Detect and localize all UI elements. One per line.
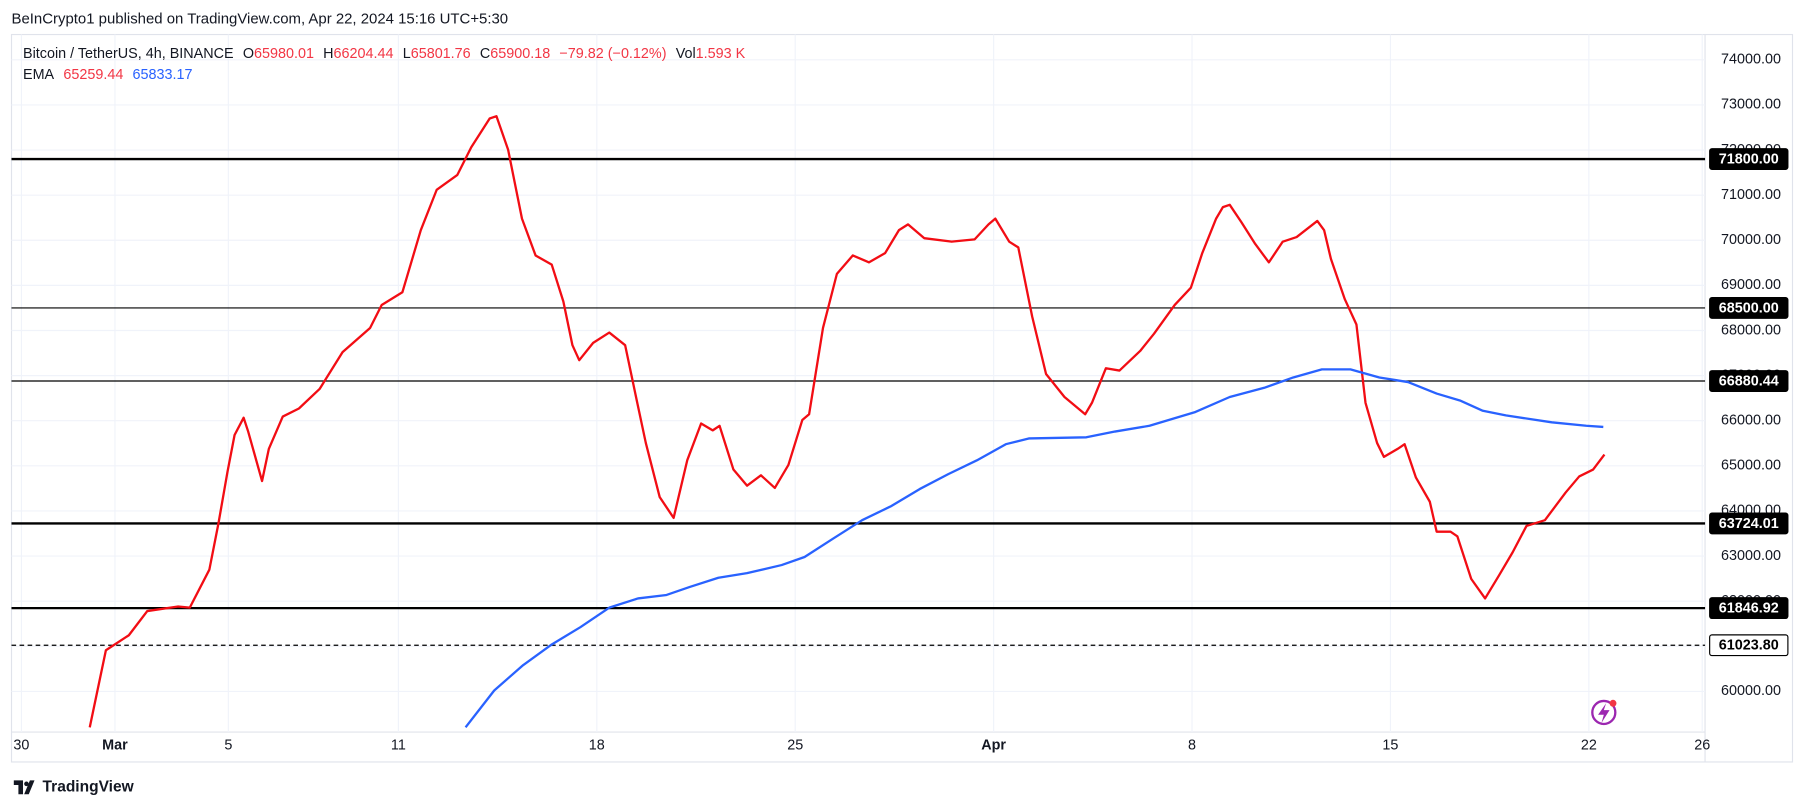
price-line (464, 368, 1604, 729)
y-tick-label: 73000.00 (1721, 97, 1781, 113)
y-tick-label: 66000.00 (1721, 413, 1781, 429)
level-label: 61846.92 (1719, 600, 1779, 616)
ohlc-label: L (403, 46, 411, 62)
ohlc-label: H (323, 46, 333, 62)
y-tick-label: 69000.00 (1721, 277, 1781, 293)
price-line (88, 115, 1606, 728)
ohlc-value: 65900.18 (490, 46, 550, 62)
y-tick-label: 68000.00 (1721, 322, 1781, 338)
x-tick-label: 11 (391, 738, 406, 754)
x-tick-label: 15 (1382, 738, 1398, 754)
x-tick-label: Mar (102, 738, 128, 754)
level-badge (1709, 297, 1789, 319)
y-tick-label: 71000.00 (1721, 187, 1781, 203)
ohlc-label: C (480, 46, 490, 62)
series-lines (88, 115, 1606, 729)
ohlc-value: 65801.76 (411, 46, 471, 62)
level-badge (1709, 634, 1789, 657)
level-label: 71800.00 (1719, 151, 1779, 167)
legend-line: Bitcoin / TetherUS, 4h, BINANCE O65980.01… (23, 46, 746, 62)
x-tick-label: 5 (224, 738, 232, 754)
x-tick-label: 25 (787, 738, 803, 754)
level-label: 61023.80 (1719, 638, 1779, 654)
level-badges: 71800.00 68500.00 66880.44 63724.01 61846.92… (1709, 148, 1789, 657)
level-badge (1709, 148, 1789, 170)
level-label: 68500.00 (1719, 300, 1779, 316)
volume-value: 1.593 K (696, 46, 746, 62)
indicator-legend: EMA 65259.44 65833.17 (23, 67, 192, 83)
y-tick-label: 74000.00 (1721, 52, 1781, 68)
indicator-value: 65259.44 (63, 67, 123, 83)
x-tick-label: Apr (981, 738, 1006, 754)
brand-logo (13, 780, 35, 795)
y-tick-label: 70000.00 (1721, 232, 1781, 248)
volume-label: Vol (676, 46, 696, 62)
ohlc-label: O (243, 46, 254, 62)
level-badge (1709, 597, 1789, 620)
x-tick-label: 8 (1188, 738, 1196, 754)
grid (11, 34, 1706, 733)
indicator-label: EMA (23, 67, 55, 83)
x-tick-label: 22 (1581, 738, 1597, 754)
x-tick-label: 30 (13, 738, 29, 754)
level-badge (1709, 512, 1789, 535)
level-label: 66880.44 (1719, 373, 1779, 389)
level-badge (1709, 370, 1789, 392)
change: −79.82 (−0.12%) (559, 46, 666, 62)
level-label: 63724.01 (1719, 516, 1779, 532)
y-tick-label: 63000.00 (1721, 548, 1781, 564)
brand: TradingView (13, 778, 135, 795)
indicator-value: 65833.17 (133, 67, 193, 83)
lightning-icon (1591, 699, 1617, 726)
x-tick-label: 18 (589, 738, 605, 754)
ohlc-value: 65980.01 (254, 46, 314, 62)
y-tick-label: 65000.00 (1721, 458, 1781, 474)
published-note: BeInCrypto1 published on TradingView.com… (12, 11, 509, 28)
y-tick-label: 60000.00 (1721, 683, 1781, 699)
brand-name: TradingView (43, 778, 135, 795)
ohlc-value: 66204.44 (334, 46, 394, 62)
chart-frame (10, 33, 1794, 763)
x-tick-label: 26 (1694, 738, 1710, 754)
symbol: Bitcoin / TetherUS, 4h, BINANCE (23, 46, 234, 62)
